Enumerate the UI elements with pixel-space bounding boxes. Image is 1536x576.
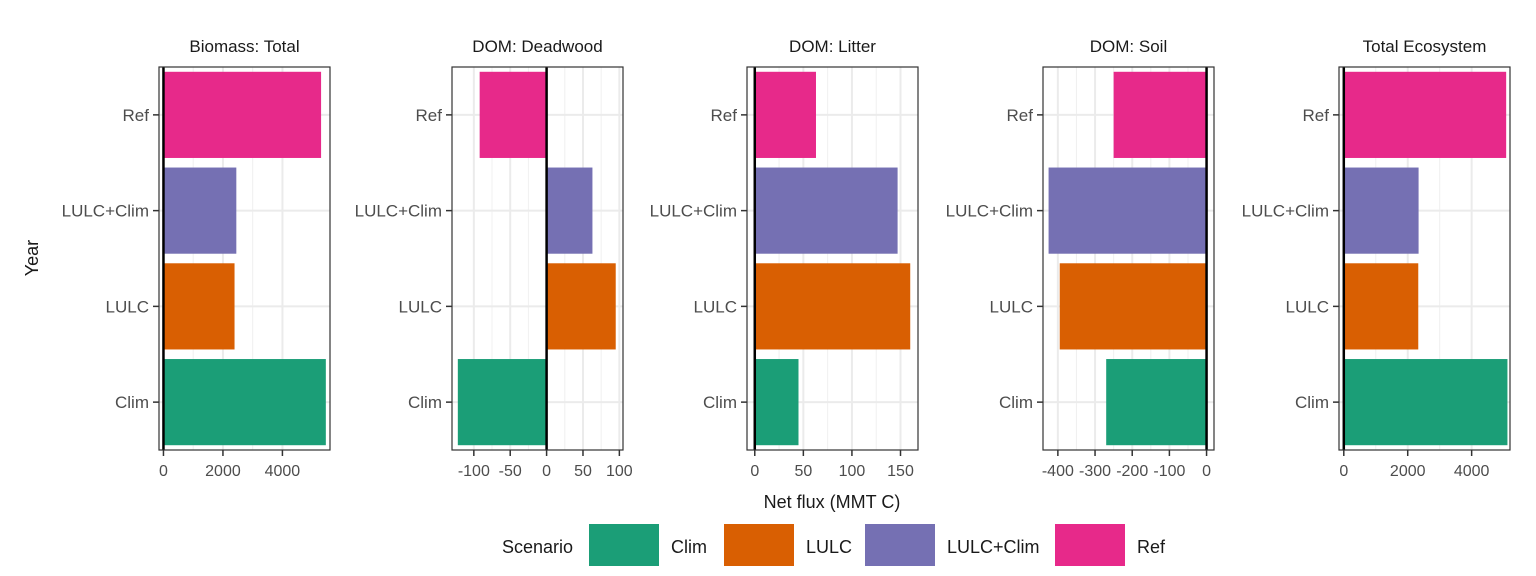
x-tick-label: -50 <box>499 463 522 480</box>
x-tick-label: 4000 <box>1454 463 1490 480</box>
y-tick-label: Ref <box>416 106 443 125</box>
legend-label: Clim <box>671 537 707 557</box>
panel-border <box>746 66 919 451</box>
y-tick-label: LULC <box>990 297 1033 316</box>
bar-lulc-clim <box>754 167 898 254</box>
legend-title: Scenario <box>502 537 573 557</box>
bar-lulc <box>163 263 235 350</box>
bar-lulc <box>1343 263 1419 350</box>
legend-label: LULC+Clim <box>947 537 1040 557</box>
y-axis-title: Year <box>22 240 42 276</box>
x-tick-label: 4000 <box>265 463 301 480</box>
panel-title: Total Ecosystem <box>1363 37 1487 56</box>
bar-clim <box>1106 359 1207 446</box>
legend-label: LULC <box>806 537 852 557</box>
x-tick-label: 2000 <box>1390 463 1426 480</box>
bar-lulc <box>546 263 616 350</box>
y-tick-label: LULC+Clim <box>355 202 442 221</box>
x-tick-label: 0 <box>1339 463 1348 480</box>
y-tick-label: LULC <box>1286 297 1329 316</box>
x-axis-title: Net flux (MMT C) <box>764 492 901 512</box>
x-tick-label: -300 <box>1079 463 1111 480</box>
x-tick-label: 0 <box>159 463 168 480</box>
bar-clim <box>163 359 326 446</box>
legend: Scenario Clim LULC LULC+Clim Ref <box>502 524 1166 566</box>
x-tick-label: 2000 <box>205 463 241 480</box>
y-tick-label: Clim <box>703 393 737 412</box>
panel-title: DOM: Deadwood <box>472 37 602 56</box>
bar-ref <box>1113 71 1207 158</box>
panel-4: Total Ecosystem Clim LULC LULC+Clim Ref 0 2000… <box>1242 37 1511 480</box>
legend-key-lulc <box>724 524 794 566</box>
x-tick-label: -400 <box>1042 463 1074 480</box>
y-tick-label: Clim <box>999 393 1033 412</box>
x-tick-label: 0 <box>542 463 551 480</box>
x-tick-label: 100 <box>606 463 633 480</box>
y-tick-label: LULC <box>694 297 737 316</box>
x-tick-label: -200 <box>1116 463 1148 480</box>
panel-1: DOM: Deadwood Clim LULC LULC+Clim Ref -100 -50… <box>355 37 633 480</box>
panel-border <box>1042 66 1215 451</box>
legend-key-lulc-clim <box>865 524 935 566</box>
bar-lulc-clim <box>1343 167 1419 254</box>
y-tick-label: Ref <box>123 106 150 125</box>
panel-border <box>1338 66 1511 451</box>
bar-ref <box>754 71 816 158</box>
bar-clim <box>457 359 547 446</box>
legend-key-clim <box>589 524 659 566</box>
y-tick-label: Ref <box>711 106 738 125</box>
bar-lulc-clim <box>163 167 237 254</box>
bar-ref <box>479 71 547 158</box>
panel-border <box>451 66 624 451</box>
panel-0: Biomass: Total Clim LULC LULC+Clim Ref 0 2000 4… <box>62 37 331 480</box>
panels-layer: Biomass: Total Clim LULC LULC+Clim Ref 0 2000 4… <box>62 37 1511 480</box>
panel-title: Biomass: Total <box>189 37 299 56</box>
y-tick-label: Clim <box>408 393 442 412</box>
x-tick-label: -100 <box>1153 463 1185 480</box>
panel-2: DOM: Litter Clim LULC LULC+Clim Ref 0 50 100 150 <box>650 37 919 480</box>
bar-lulc-clim <box>546 167 593 254</box>
panel-title: DOM: Soil <box>1090 37 1167 56</box>
y-tick-label: Ref <box>1007 106 1034 125</box>
y-tick-label: Ref <box>1303 106 1330 125</box>
bar-clim <box>1343 359 1508 446</box>
panel-border <box>158 66 331 451</box>
x-tick-label: 50 <box>794 463 812 480</box>
x-tick-label: 100 <box>839 463 866 480</box>
legend-key-ref <box>1055 524 1125 566</box>
panel-3: DOM: Soil Clim LULC LULC+Clim Ref -400 -300 -20… <box>946 37 1215 480</box>
y-tick-label: Clim <box>115 393 149 412</box>
bar-lulc <box>1059 263 1207 350</box>
y-tick-label: LULC+Clim <box>1242 202 1329 221</box>
y-tick-label: Clim <box>1295 393 1329 412</box>
x-tick-label: 50 <box>574 463 592 480</box>
x-tick-label: -100 <box>458 463 490 480</box>
bar-clim <box>754 359 799 446</box>
x-tick-label: 0 <box>750 463 759 480</box>
y-tick-label: LULC <box>106 297 149 316</box>
bar-lulc <box>754 263 911 350</box>
legend-label: Ref <box>1137 537 1166 557</box>
y-tick-label: LULC+Clim <box>650 202 737 221</box>
bar-ref <box>163 71 322 158</box>
y-tick-label: LULC+Clim <box>62 202 149 221</box>
x-tick-label: 150 <box>887 463 914 480</box>
bar-lulc-clim <box>1048 167 1207 254</box>
x-tick-label: 0 <box>1202 463 1211 480</box>
y-tick-label: LULC <box>399 297 442 316</box>
y-tick-label: LULC+Clim <box>946 202 1033 221</box>
bar-ref <box>1343 71 1507 158</box>
panel-title: DOM: Litter <box>789 37 876 56</box>
